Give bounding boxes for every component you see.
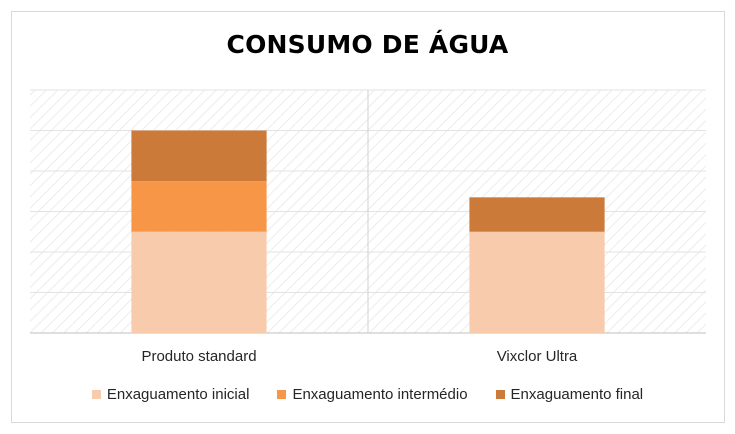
legend-swatch xyxy=(495,390,505,399)
x-tick-label: Produto standard xyxy=(141,348,256,365)
legend-label: Enxaguamento inicial xyxy=(106,386,250,403)
x-tick-label: Vixclor Ultra xyxy=(497,348,578,365)
chart-title: CONSUMO DE ÁGUA xyxy=(226,30,509,59)
legend-item: Enxaguamento intermédio xyxy=(277,386,468,403)
legend-label: Enxaguamento intermédio xyxy=(292,386,468,403)
bar-segment xyxy=(469,231,605,333)
legend-swatch xyxy=(277,390,287,399)
legend-label: Enxaguamento final xyxy=(510,386,644,403)
legend-swatch xyxy=(91,390,101,399)
bar-segment xyxy=(131,130,267,182)
legend-item: Enxaguamento final xyxy=(495,386,644,403)
bar-segment xyxy=(469,197,605,232)
bar-segment xyxy=(131,181,267,232)
legend-item: Enxaguamento inicial xyxy=(91,386,250,403)
bar-segment xyxy=(131,231,267,333)
legend: Enxaguamento inicial Enxaguamento intermé… xyxy=(0,386,735,403)
